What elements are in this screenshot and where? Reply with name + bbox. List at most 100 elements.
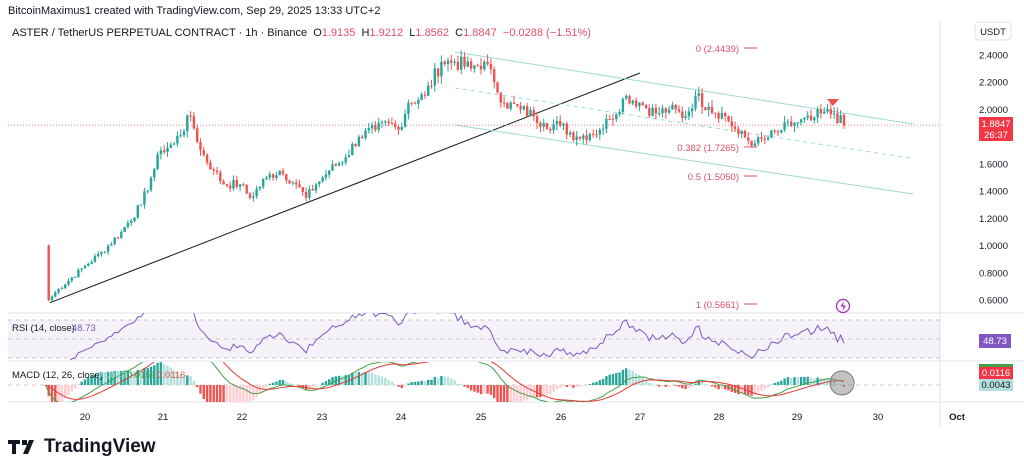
candle-body [83,265,87,269]
candle-body [407,102,410,115]
candle-body [526,106,529,117]
candle-body [446,60,450,65]
candle-body [819,109,823,114]
macd-histogram-bar [552,385,555,392]
macd-histogram-bar [301,385,304,388]
macd-histogram-bar [819,378,823,385]
candle-body [192,116,196,129]
candle-body [684,116,687,118]
macd-histogram-bar [291,384,295,385]
macd-histogram-bar [506,385,509,402]
macd-histogram-bar [618,372,621,385]
macd-histogram-bar [476,385,479,393]
time-tick-label: 28 [714,412,725,423]
macd-histogram-bar [436,377,440,385]
macd-histogram-bar [192,380,196,385]
candle-body [826,109,829,112]
signal-axis-badge [979,367,1013,379]
macd-histogram-bar [681,385,684,389]
macd-histogram-bar [700,382,704,385]
candle-body [156,154,159,170]
macd-histogram-bar [753,385,757,395]
time-tick-label: 29 [792,412,803,423]
candle-body [476,65,479,67]
macd-histogram-bar [615,373,618,385]
candle-body [555,120,559,125]
candle-body [103,251,106,253]
macd-histogram-bar [493,385,496,399]
candle-body [545,123,549,129]
candle-body [361,136,364,139]
rsi-axis-value: 48.73 [983,336,1007,347]
macd-histogram-bar [539,385,542,398]
price-tick-label: 1.4000 [979,187,1008,198]
macd-histogram-bar [179,374,182,385]
candle-body [324,174,328,178]
candle-body [687,111,691,117]
macd-histogram-bar [608,374,611,385]
macd-histogram-bar [97,373,100,385]
macd-histogram-bar [661,385,664,387]
candle-body [202,150,205,155]
candle-body [717,113,720,119]
macd-histogram-bar [73,385,77,389]
candle-body [341,162,344,164]
candle-body [456,61,460,70]
macd-histogram-bar [344,375,347,385]
macd-histogram-bar [367,372,370,385]
tradingview-logo[interactable]: TradingView [8,436,156,458]
candle-body [347,154,351,158]
candle-body [311,189,314,191]
candle-body [248,193,252,198]
macd-histogram-bar [737,385,740,395]
lightning-icon [840,301,846,311]
candle-body [423,94,427,96]
currency-button[interactable] [974,21,1012,41]
candle-body [110,243,113,246]
down-arrow-marker-icon [827,99,839,106]
candle-body [116,237,120,239]
change-value: −0.0288 (−1.51%) [502,27,591,39]
candle-body [539,122,542,127]
candle-body [608,118,611,120]
candle-body [367,128,370,131]
candle-body [658,113,661,115]
candle-body [479,65,483,70]
macd-histogram-bar [479,385,483,395]
macd-histogram-bar [747,385,750,395]
candle-body [493,69,496,83]
candle-body [130,220,133,223]
candle-body [770,130,773,138]
candle-body [304,191,308,198]
macd-histogram-bar [130,370,133,385]
open-value: 1.9135 [321,27,356,39]
candle-body [601,128,605,130]
macd-histogram-bar [87,377,90,385]
rsi-label: RSI (14, close) [12,323,75,334]
macd-histogram-bar [572,385,575,388]
macd-histogram-bar [364,372,367,385]
macd-histogram-bar [377,375,380,385]
macd-histogram-bar [407,383,410,385]
macd-histogram-bar [255,385,258,397]
candle-body [552,124,555,131]
macd-histogram-bar [133,371,136,385]
macd-histogram-bar [116,371,120,385]
candle-body [796,122,799,124]
macd-histogram-bar [714,385,717,388]
candle-body [592,133,595,135]
candle-body [737,129,740,134]
candle-body [179,135,182,137]
chart-credit: BitcoinMaximus1 created with TradingView… [8,5,381,17]
macd-histogram-bar [704,384,707,385]
candle-body [542,123,545,127]
candle-body [57,289,60,293]
macd-histogram-bar [156,362,159,385]
macd-histogram-bar [159,362,163,385]
macd-histogram-bar [727,385,730,391]
macd-histogram-bar [720,385,724,390]
macd-histogram-bar [172,370,176,385]
macd-histogram-bar [103,372,106,385]
candle-body [611,118,615,120]
